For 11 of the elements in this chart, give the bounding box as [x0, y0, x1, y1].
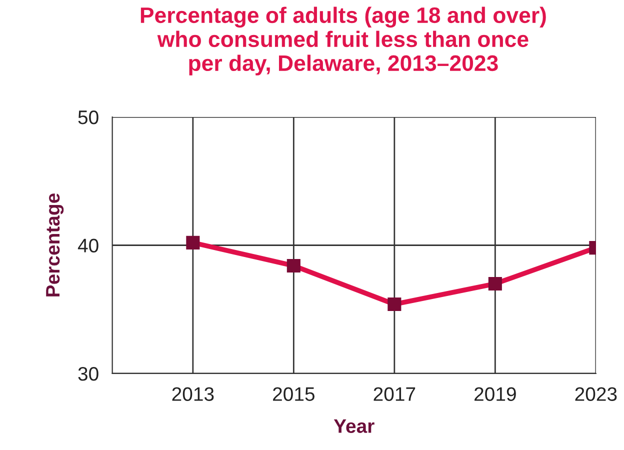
chart-title: Percentage of adults (age 18 and over) who consumed fruit less than once per day, Delaware, 2013–2023	[140, 6, 546, 76]
x-tick-label: 2023	[575, 387, 617, 401]
y-tick-label: 40	[78, 238, 98, 252]
y-tick-label: 30	[78, 366, 98, 381]
x-tick-label: 2019	[474, 387, 516, 401]
x-tick-label: 2017	[374, 387, 416, 401]
x-tick-label: 2013	[172, 387, 214, 401]
y-tick-label: 50	[78, 110, 98, 124]
x-tick-label: 2015	[273, 387, 314, 401]
x-axis-title: Year	[334, 419, 374, 433]
y-axis-title: Percentage	[46, 193, 64, 296]
